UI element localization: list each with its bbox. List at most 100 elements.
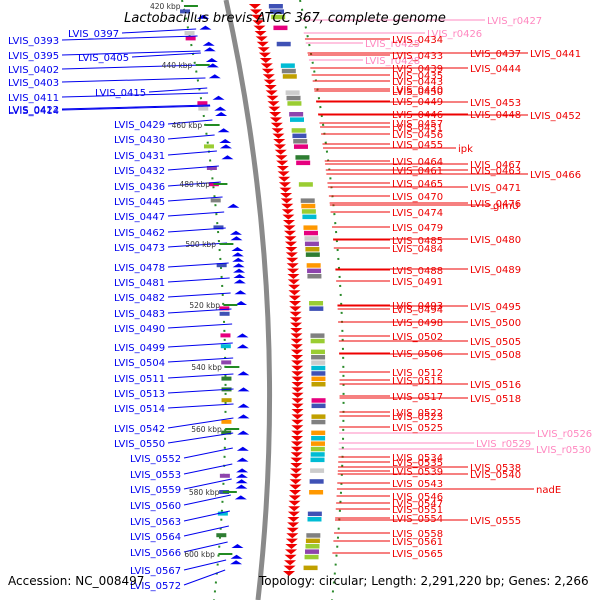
plus-strand-gene-arrow: [231, 252, 244, 257]
gene-label-plus: LVIS_0513: [114, 389, 165, 400]
plus-strand-cog-block: [213, 225, 224, 230]
minus-strand-gene-arrow: [288, 495, 301, 501]
label-leader-lines: [61, 19, 535, 586]
minus-strand-cog-block: [305, 247, 320, 252]
plus-strand-gene-arrow: [235, 473, 248, 478]
leader-line-plus: [61, 50, 201, 56]
minus-strand-gene-arrow: [254, 31, 267, 36]
gene-label-minus: LVIS_0466: [530, 170, 581, 181]
plus-strand-gene-arrow: [236, 333, 249, 338]
gene-label-minus: ipk: [458, 144, 473, 155]
plus-strand-gene-arrow: [232, 257, 245, 262]
minus-strand-gene-arrow: [291, 430, 304, 436]
minus-strand-gene-arrow: [291, 425, 304, 431]
gene-label-plus: LVIS_0397: [68, 29, 119, 40]
minus-strand-gene-arrow: [288, 500, 301, 506]
gene-label-minus: LVIS_0434: [392, 35, 443, 46]
plus-strand-gene-arrow: [230, 560, 243, 565]
gene-label-plus: LVIS_0511: [114, 374, 165, 385]
minus-strand-cog-block: [268, 4, 283, 9]
minus-strand-gene-arrow: [290, 446, 303, 452]
leader-line-plus: [167, 119, 213, 125]
plus-strand-gene-arrow: [208, 74, 221, 79]
minus-strand-gene-arrow: [284, 236, 297, 242]
minus-strand-gene-arrow: [267, 101, 280, 107]
kbp-tick-label: 560 kbp: [191, 425, 222, 434]
leader-line-plus: [167, 165, 219, 171]
plus-strand-cog-block: [221, 376, 232, 381]
plus-strand-cog-block: [198, 106, 209, 111]
minus-strand-gene-arrow: [288, 290, 301, 296]
leader-line-plus: [167, 357, 234, 363]
leader-line-plus: [131, 52, 201, 58]
plus-strand-cog-block: [219, 306, 230, 311]
minus-strand-cog-block: [310, 468, 325, 473]
minus-strand-gene-arrow: [291, 365, 304, 371]
minus-strand-gene-arrow: [284, 241, 297, 247]
leader-line-plus: [167, 432, 234, 444]
minus-strand-gene-arrow: [289, 473, 302, 479]
leader-line-plus: [167, 323, 233, 329]
minus-strand-cog-block: [281, 68, 296, 74]
minus-strand-gene-arrow: [290, 344, 303, 350]
gene-label-minus: LVIS_0565: [392, 549, 443, 560]
gene-label-minus: LVIS_0489: [470, 265, 521, 276]
gene-label-minus: LVIS_0522: [392, 408, 443, 419]
gene-label-minus: LVIS_0508: [470, 350, 521, 361]
gene-label-minus: glmU: [493, 201, 519, 212]
minus-strand-cog-block: [307, 511, 322, 517]
minus-strand-gene-arrow: [264, 85, 277, 90]
leader-line-plus: [183, 569, 226, 586]
minus-strand-cog-block: [310, 446, 325, 452]
gene-label-minus: LVIS_0525: [392, 423, 443, 434]
gene-label-minus: LVIS_0535: [392, 458, 443, 469]
leader-line-plus: [167, 373, 234, 379]
minus-strand-cog-block: [292, 133, 307, 139]
plus-strand-cog-block: [216, 533, 227, 538]
minus-strand-gene-arrow: [289, 306, 302, 312]
plus-strand-gene-arrow: [202, 41, 215, 46]
minus-strand-gene-arrow: [291, 392, 304, 398]
minus-strand-cog-block: [310, 349, 325, 355]
minus-strand-gene-arrow: [281, 203, 294, 209]
minus-strand-gene-arrow: [259, 58, 272, 63]
leader-line-plus: [167, 308, 232, 314]
minus-strand-gene-arrow: [287, 511, 300, 517]
minus-strand-gene-arrow: [291, 371, 304, 377]
gene-label-minus: LVIS_0546: [392, 492, 443, 503]
gene-features-track: [180, 4, 326, 576]
minus-strand-gene-arrow: [270, 122, 283, 128]
plus-strand-gene-arrow: [229, 230, 242, 235]
gene-label-plus: LVIS_0542: [114, 424, 165, 435]
leader-line-plus: [148, 87, 208, 93]
leader-line-plus: [167, 388, 234, 394]
plus-strand-gene-arrow: [237, 387, 250, 392]
minus-strand-cog-block: [300, 198, 315, 203]
minus-strand-cog-block: [304, 241, 319, 247]
gene-label-plus: LVIS_0432: [114, 166, 165, 177]
minus-strand-cog-block: [298, 182, 313, 187]
gene-label-minus: LVIS_r0529: [476, 439, 531, 450]
minus-strand-cog-block: [311, 355, 326, 360]
gene-label-minus: LVIS_0435: [392, 71, 443, 82]
kbp-tick-label: 500 kbp: [185, 240, 216, 249]
gene-label-minus: LVIS_0479: [392, 223, 443, 234]
minus-strand-cog-block: [291, 128, 306, 133]
leader-line-plus: [167, 277, 230, 283]
gene-label-plus: LVIS_0436: [114, 182, 165, 193]
minus-strand-cog-block: [285, 90, 300, 95]
minus-strand-gene-arrow: [288, 506, 301, 512]
gene-label-plus: LVIS_0481: [114, 278, 165, 289]
minus-strand-gene-arrow: [290, 463, 303, 468]
axis-dotted-arc-outer: [299, 0, 345, 600]
minus-strand-gene-arrow: [289, 484, 302, 490]
minus-strand-cog-block: [311, 419, 326, 425]
gene-label-minus: LVIS_0453: [470, 98, 521, 109]
minus-strand-gene-arrow: [285, 247, 298, 252]
gene-label-minus: LVIS_0452: [530, 111, 581, 122]
minus-strand-cog-block: [311, 430, 326, 436]
minus-strand-cog-block: [289, 117, 304, 122]
leader-line-plus: [183, 510, 230, 522]
gene-label-minus: LVIS_0506: [392, 349, 443, 360]
